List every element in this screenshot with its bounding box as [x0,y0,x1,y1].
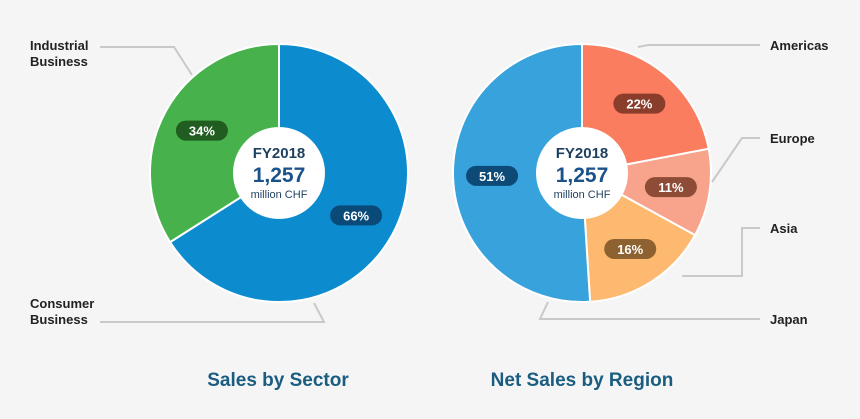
badge-pill [644,177,697,198]
sector-badge-industrial-business: 34% [175,120,228,141]
region-center-fy: FY2018 [556,145,609,162]
region-center-circle [536,127,628,219]
leader-japan [538,301,760,320]
badge-label: 11% [658,180,684,195]
sector-badge-consumer-business: 66% [330,205,383,226]
callout-americas: Americas [770,38,829,53]
sector-badges: 66% 34% [175,120,383,226]
callout-industrial: Industrial Business [30,38,92,69]
leader-asia [682,227,760,277]
sector-chart-title: Sales by Sector [207,370,349,391]
region-center-unit: million CHF [554,189,611,201]
badge-label: 66% [343,208,369,223]
sector-chart: 66% 34% Industrial Business Consumer Busi… [30,38,409,391]
badge-label: 16% [617,242,643,257]
badge-pill [466,165,519,186]
region-badge-japan: 51% [466,165,519,186]
badge-label: 34% [189,124,215,139]
badge-label: 51% [479,169,505,184]
region-center-total: 1,257 [556,164,609,187]
badge-pill [613,93,666,114]
badge-label: 22% [626,97,652,112]
region-slice-japan [452,42,592,303]
sector-center-fy: FY2018 [253,145,306,162]
region-chart: 22%11%16%51% Americas Europe Asia Japan … [452,38,829,391]
region-chart-title: Net Sales by Region [491,370,674,391]
sector-center-total: 1,257 [253,164,306,187]
badge-pill [330,205,383,226]
callout-asia: Asia [770,221,798,236]
sector-center-circle [233,127,325,219]
leader-europe [711,137,760,183]
region-badges: 22% 11% 16% 51% [466,93,697,259]
leader-industrial [100,46,193,76]
leader-consumer [100,302,326,323]
badge-pill [175,120,228,141]
sector-center-unit: million CHF [251,189,308,201]
callout-japan: Japan [770,312,808,327]
region-badge-europe: 11% [644,177,697,198]
leader-americas [637,44,760,48]
region-badge-asia: 16% [604,238,657,259]
callout-europe: Europe [770,131,815,146]
badge-pill [604,238,657,259]
callout-consumer: Consumer Business [30,296,98,327]
region-badge-americas: 22% [613,93,666,114]
